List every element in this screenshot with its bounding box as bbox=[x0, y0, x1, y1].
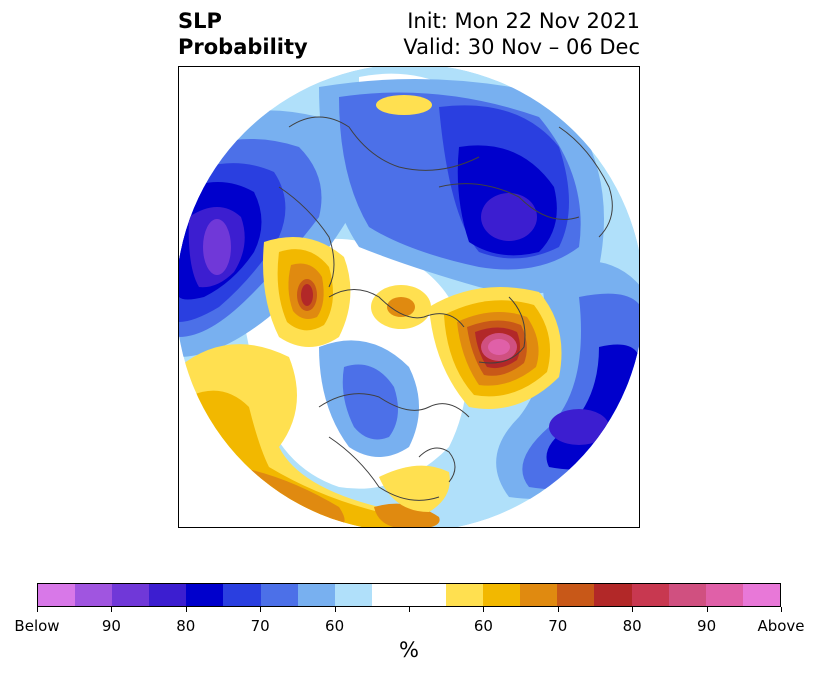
color-scale-segment bbox=[186, 584, 224, 606]
color-scale-unit: % bbox=[399, 638, 419, 662]
color-scale-tick bbox=[334, 607, 336, 612]
color-scale-bar bbox=[37, 583, 781, 607]
color-scale-segment bbox=[371, 584, 409, 606]
color-scale-tick bbox=[409, 607, 410, 612]
coastline bbox=[278, 186, 335, 288]
above-normal-area bbox=[376, 95, 432, 115]
color-scale-segment bbox=[631, 584, 669, 606]
color-scale-tick bbox=[706, 607, 708, 612]
probability-map bbox=[179, 67, 639, 527]
color-scale-segment bbox=[594, 584, 632, 606]
coastline bbox=[478, 296, 526, 364]
color-scale-segment bbox=[223, 584, 261, 606]
color-scale-label: 60 bbox=[473, 617, 493, 635]
color-scale-segment bbox=[112, 584, 150, 606]
color-scale-label: 70 bbox=[250, 617, 270, 635]
below-normal-area bbox=[203, 219, 231, 275]
title-variable: SLP bbox=[178, 9, 222, 33]
above-normal-area bbox=[387, 297, 415, 317]
above-normal-area bbox=[488, 339, 510, 355]
color-scale-segment bbox=[520, 584, 558, 606]
color-scale-segment bbox=[260, 584, 298, 606]
valid-range: Valid: 30 Nov – 06 Dec bbox=[403, 35, 640, 59]
color-scale-label: 70 bbox=[548, 617, 568, 635]
color-scale-segment bbox=[446, 584, 484, 606]
color-scale-segment bbox=[149, 584, 187, 606]
color-scale-tick bbox=[632, 607, 634, 612]
color-scale-tick bbox=[185, 607, 187, 612]
coastline bbox=[328, 436, 440, 501]
color-scale-segment bbox=[557, 584, 595, 606]
above-normal-area bbox=[301, 284, 313, 306]
init-date: Init: Mon 22 Nov 2021 bbox=[407, 9, 640, 33]
below-normal-area bbox=[549, 409, 609, 445]
color-scale-tick bbox=[483, 607, 485, 612]
map-title: SLP Probability bbox=[178, 8, 308, 60]
color-scale-segment bbox=[483, 584, 521, 606]
coastline bbox=[318, 393, 470, 418]
color-scale-segment bbox=[334, 584, 372, 606]
color-scale-label: 80 bbox=[176, 617, 196, 635]
coastline bbox=[558, 126, 613, 238]
color-scale-segment bbox=[668, 584, 706, 606]
color-scale-label: 90 bbox=[101, 617, 121, 635]
color-scale-tick bbox=[260, 607, 262, 612]
coastline bbox=[438, 183, 580, 220]
probability-field bbox=[179, 67, 639, 527]
color-scale-label: 90 bbox=[697, 617, 717, 635]
color-scale-tick bbox=[781, 607, 782, 612]
coastlines bbox=[278, 116, 613, 501]
color-scale-label: 80 bbox=[622, 617, 642, 635]
color-scale-segment bbox=[408, 584, 447, 606]
title-product: Probability bbox=[178, 35, 308, 59]
color-scale-tick bbox=[557, 607, 559, 612]
color-scale-tick bbox=[37, 607, 38, 612]
coastline bbox=[288, 116, 480, 171]
color-scale-segment bbox=[75, 584, 113, 606]
coastline bbox=[328, 289, 465, 328]
color-scale-segment bbox=[742, 584, 780, 606]
color-scale-label: Above bbox=[757, 617, 805, 635]
color-scale-ticks bbox=[37, 607, 782, 613]
map-dates: Init: Mon 22 Nov 2021 Valid: 30 Nov – 06… bbox=[403, 8, 640, 60]
below-normal-area bbox=[342, 364, 398, 440]
color-scale-label: 60 bbox=[325, 617, 345, 635]
color-scale-label: Below bbox=[14, 617, 60, 635]
map-panel bbox=[178, 66, 640, 528]
color-scale-segment bbox=[297, 584, 335, 606]
color-scale-segment bbox=[705, 584, 743, 606]
below-normal-area bbox=[481, 193, 537, 241]
above-normal-area bbox=[379, 465, 450, 512]
coastline bbox=[418, 447, 456, 483]
color-scale-tick bbox=[111, 607, 113, 612]
color-scale-segment bbox=[38, 584, 76, 606]
